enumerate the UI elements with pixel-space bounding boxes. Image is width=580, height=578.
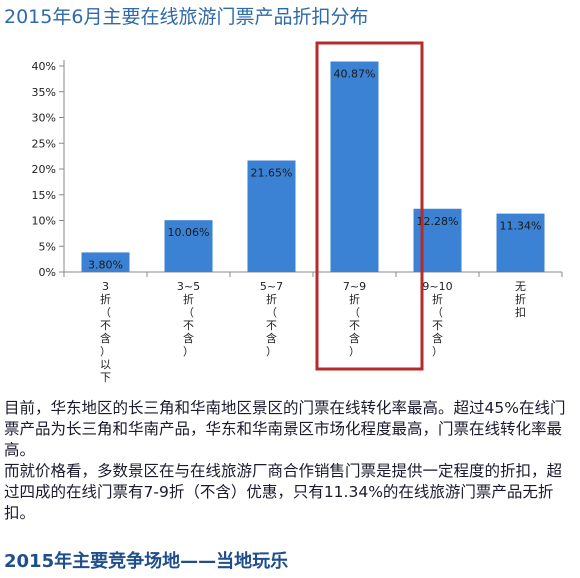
- y-tick-label: 10%: [32, 215, 56, 228]
- y-tick-label: 20%: [32, 163, 56, 176]
- y-tick-label: 35%: [32, 86, 56, 99]
- bar-value-label: 21.65%: [251, 167, 293, 180]
- y-tick-label: 0%: [39, 266, 56, 279]
- analysis-text: 目前，华东地区的长三角和华南地区景区的门票在线转化率最高。超过45%在线门票产品…: [4, 398, 576, 524]
- paragraph-2: 而就价格看，多数景区在与在线旅游厂商合作销售门票是提供一定程度的折扣，超过四成的…: [4, 462, 563, 522]
- chart-title: 2015年6月主要在线旅游门票产品折扣分布: [4, 6, 369, 28]
- y-tick-label: 15%: [32, 189, 56, 202]
- category-label: 3 折（不含）以下: [100, 280, 111, 384]
- y-tick-label: 5%: [39, 240, 56, 253]
- y-tick-label: 30%: [32, 112, 56, 125]
- bar-value-label: 40.87%: [334, 68, 376, 81]
- bar-value-label: 3.80%: [88, 258, 123, 271]
- bar-value-label: 10.06%: [168, 226, 210, 239]
- y-tick-label: 25%: [32, 137, 56, 150]
- bar: [247, 160, 296, 272]
- paragraph-1: 目前，华东地区的长三角和华南地区景区的门票在线转化率最高。超过45%在线门票产品…: [4, 399, 566, 459]
- section-title: 2015年主要竞争场地——当地玩乐: [4, 551, 289, 572]
- bar-value-label: 12.28%: [417, 215, 459, 228]
- y-tick-label: 40%: [32, 60, 56, 73]
- discount-bar-chart: 0% 5% 10% 15% 20% 25% 30% 35% 40% 3.80% 3 折（不含）以下 10…: [32, 41, 563, 384]
- bar: [330, 61, 379, 272]
- category-label: 3~5 折（不含）: [177, 280, 200, 358]
- category-label: 无折扣: [515, 280, 526, 319]
- category-label: 7~9 折（不含）: [343, 280, 366, 358]
- bar: [164, 220, 213, 272]
- highlight-frame: [315, 41, 424, 371]
- category-label: 9~10 折（不含）: [422, 280, 452, 358]
- bar: [496, 213, 545, 272]
- bar: [81, 252, 130, 272]
- bar-value-label: 11.34%: [500, 220, 542, 233]
- category-label: 5~7 折（不含）: [260, 280, 283, 358]
